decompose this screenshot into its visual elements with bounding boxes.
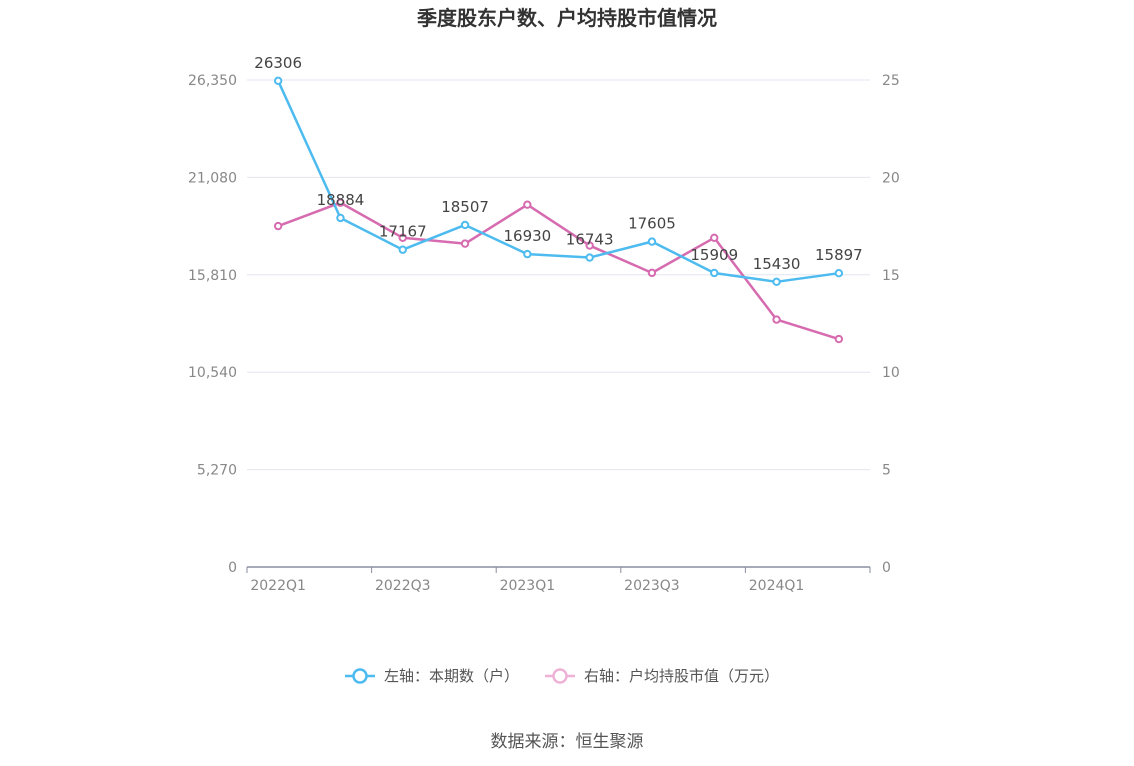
data-label: 15909 — [690, 246, 738, 264]
data-label: 17605 — [628, 215, 676, 233]
left-tick-label: 21,080 — [188, 170, 237, 186]
data-point[interactable] — [585, 241, 594, 250]
left-tick-label: 15,810 — [188, 268, 237, 284]
series-line — [277, 201, 840, 341]
data-label: 18884 — [317, 191, 365, 209]
x-tick-label: 2023Q1 — [500, 578, 556, 594]
data-label: 18507 — [441, 198, 489, 216]
data-point[interactable] — [460, 239, 470, 248]
data-label: 15430 — [753, 255, 801, 273]
data-point[interactable] — [772, 277, 781, 287]
axes: 0 5,270 10,540 15,810 21,080 26,350 0 5 10 15 20 25… — [188, 73, 900, 594]
data-point[interactable] — [273, 76, 283, 86]
data-point[interactable] — [647, 237, 657, 246]
data-point[interactable] — [710, 233, 719, 242]
left-tick-label: 26,350 — [188, 73, 237, 89]
source-note: 数据来源：恒生聚源 — [491, 732, 644, 752]
data-point[interactable] — [523, 249, 532, 259]
data-point[interactable] — [336, 198, 345, 207]
legend-swatch-marker[interactable] — [552, 668, 568, 684]
right-tick-label: 0 — [882, 560, 891, 576]
x-tick-label: 2024Q1 — [749, 578, 805, 594]
legend-label[interactable]: 右轴：户均持股市值（万元） — [584, 667, 779, 685]
right-tick-label: 10 — [882, 365, 900, 381]
left-tick-label: 0 — [228, 560, 237, 576]
data-point[interactable] — [585, 253, 594, 262]
x-tick-label: 2022Q1 — [250, 578, 306, 594]
right-tick-label: 15 — [882, 268, 900, 284]
data-label: 15897 — [815, 246, 863, 264]
data-label: 16930 — [503, 227, 551, 245]
data-point[interactable] — [398, 245, 407, 254]
data-point[interactable] — [834, 268, 844, 278]
data-label: 16743 — [566, 231, 614, 249]
data-point[interactable] — [460, 220, 470, 230]
left-tick-label: 5,270 — [197, 463, 237, 479]
legend-swatch-marker[interactable] — [352, 668, 368, 684]
series-line — [277, 80, 840, 284]
legend-label[interactable]: 左轴：本期数（户） — [384, 667, 519, 685]
data-point[interactable] — [710, 268, 719, 278]
data-point[interactable] — [336, 213, 345, 223]
left-tick-label: 10,540 — [188, 365, 237, 381]
right-tick-label: 20 — [882, 170, 900, 186]
data-point[interactable] — [834, 334, 844, 344]
data-point[interactable] — [398, 233, 407, 242]
data-point[interactable] — [772, 315, 781, 324]
data-labels: 26306 18884 17167 18507 16930 16743 17605 15909… — [254, 54, 862, 273]
data-point[interactable] — [647, 268, 657, 278]
legend[interactable]: 左轴：本期数（户） 右轴：户均持股市值（万元） — [345, 667, 779, 685]
chart-title: 季度股东户数、户均持股市值情况 — [416, 6, 717, 30]
data-label: 17167 — [379, 223, 427, 241]
right-tick-label: 25 — [882, 73, 900, 89]
right-tick-label: 5 — [882, 463, 891, 479]
series-group — [273, 76, 844, 344]
x-tick-label: 2023Q3 — [624, 578, 680, 594]
grid — [247, 79, 870, 471]
data-label: 26306 — [254, 54, 302, 72]
data-point[interactable] — [523, 200, 532, 209]
x-tick-label: 2022Q3 — [375, 578, 431, 594]
data-point[interactable] — [273, 221, 283, 231]
